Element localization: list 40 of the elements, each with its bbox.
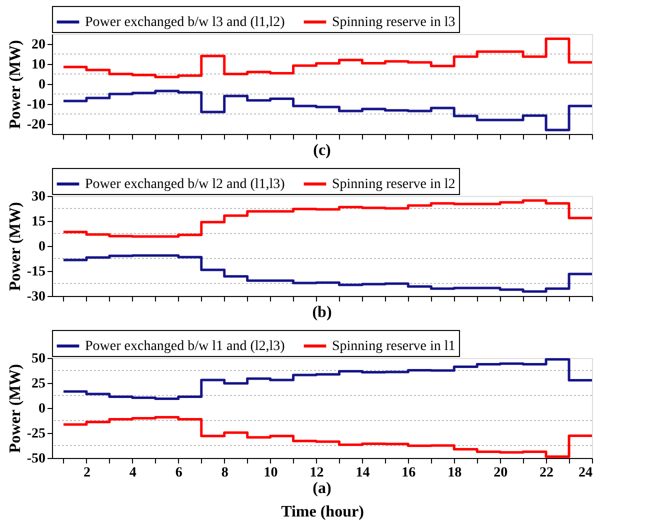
x-tick-label: 14 [356, 466, 370, 480]
y-tick-label: -20 [26, 118, 46, 132]
x-tick-label: 12 [310, 466, 324, 480]
x-tick-label: 8 [221, 466, 228, 480]
x-tick-label: 24 [578, 466, 592, 480]
y-tick-label: -10 [26, 98, 46, 112]
x-tick-label: 18 [448, 466, 462, 480]
legend-label: Spinning reserve in l3 [332, 15, 456, 30]
y-tick-label: 20 [32, 38, 46, 52]
y-tick-label: 50 [32, 352, 46, 366]
y-tick-label: 10 [32, 58, 46, 72]
x-tick-label: 4 [129, 466, 136, 480]
y-axis-title: Power (MW) [6, 364, 24, 453]
x-tick-label: 6 [175, 466, 182, 480]
x-tick-label: 16 [402, 466, 416, 480]
text: (a) [312, 480, 332, 497]
y-axis-title: Power (MW) [6, 202, 24, 291]
legend-label: Power exchanged b/w l3 and (l1,l2) [85, 15, 286, 30]
legend-label: Power exchanged b/w l1 and (l2,l3) [85, 339, 286, 354]
y-tick-label: -30 [26, 290, 46, 304]
y-tick-label: 15 [32, 214, 46, 230]
y-tick-label: -25 [26, 426, 46, 442]
text: (b) [312, 304, 332, 321]
y-tick-label: 25 [32, 376, 46, 392]
y-tick-label: 30 [32, 190, 46, 204]
x-tick-label: 20 [494, 466, 508, 480]
legend-label: Spinning reserve in l2 [332, 177, 456, 192]
y-tick-label: 0 [38, 402, 46, 416]
x-axis-title: Time (hour) [281, 504, 364, 520]
text: (c) [313, 142, 331, 159]
x-tick-label: 2 [83, 466, 90, 480]
x-tick-label: 10 [264, 466, 278, 480]
x-tick-label: 22 [540, 466, 554, 480]
legend-label: Power exchanged b/w l2 and (l1,l3) [85, 177, 286, 192]
y-tick-label: -50 [26, 452, 46, 466]
y-tick-label: 0 [38, 78, 46, 92]
y-tick-label: -15 [26, 264, 46, 280]
legend-label: Spinning reserve in l1 [332, 339, 456, 354]
y-axis-title: Power (MW) [6, 40, 24, 129]
y-tick-label: 0 [38, 240, 46, 254]
